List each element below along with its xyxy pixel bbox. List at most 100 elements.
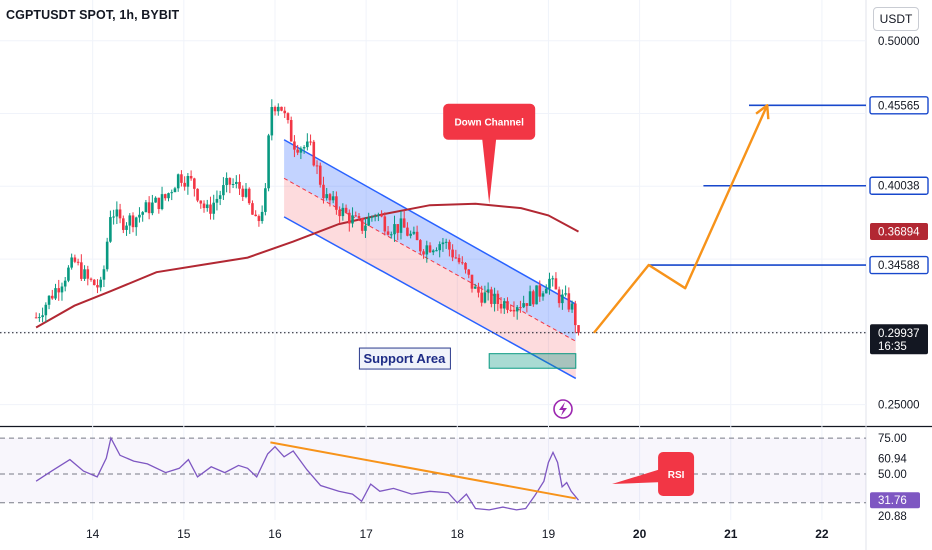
candle-body [431,250,435,253]
down-channel-box [443,103,536,140]
candle-body [118,209,122,219]
x-tick-label: 22 [815,527,829,541]
candle-body [151,202,154,214]
candle-body [502,301,506,309]
rsi-zone [0,438,866,503]
rsi-trendline [270,441,576,500]
candle-body [67,267,70,281]
candle-body [235,181,238,184]
down-channel [283,139,577,380]
support-area-callout: Support Area [358,347,451,370]
candle-body [196,188,199,201]
rsi-value-tag [870,492,920,509]
candle-body [561,294,564,304]
rsi-callout: RSI [612,452,695,496]
candle-body [544,288,548,294]
candle-body [202,203,206,209]
candle-body [515,307,519,312]
price-axis-label: 0.50000 [878,36,920,48]
candle-body [218,195,222,199]
candle-body [76,261,80,263]
candle-body [393,224,396,235]
candle-body [238,181,241,189]
candle-body [457,257,461,263]
rsi-value-label: 31.76 [878,495,907,507]
candle-body [425,245,429,255]
rsi-callout-pointer [612,468,665,484]
candle-body [205,204,209,209]
candle-body [383,216,387,232]
candle-body [331,196,335,201]
candle-body [193,178,196,189]
candle-body [57,288,61,293]
support-area-box [358,347,451,370]
candle-body [422,251,425,255]
price-tag [869,176,929,195]
candle-body [212,202,216,214]
candle-body [354,215,358,217]
candle-body [160,194,164,210]
candle-body [299,148,303,153]
candle-body [519,307,522,309]
candle-body [99,279,103,288]
candle-body [180,174,183,183]
candle-body [373,215,377,217]
candle-body [283,110,287,114]
candle-body [367,217,370,226]
currency-selector[interactable]: USDT [873,7,919,31]
channel-upper-line [283,139,577,305]
candle-body [551,278,555,280]
candle-body [364,225,367,231]
candle-body [470,274,474,289]
candle-body [567,293,571,310]
x-tick-label: 15 [177,527,191,541]
candle-body [574,303,577,326]
candle-body [322,184,325,199]
candle-body [377,214,380,216]
candle-body [402,218,406,228]
candle-body [461,262,464,264]
candle-body [444,241,448,243]
rsi-callout-box [658,452,695,496]
candle-body [163,194,167,199]
candle-body [144,202,148,213]
candle-body [34,317,38,319]
candle-body [532,291,535,305]
candle-body [480,292,483,303]
candle-body [435,250,438,252]
price-tag [870,324,928,355]
x-tick-label: 20 [633,527,647,541]
rsi-callout-label: RSI [668,470,685,481]
channel-upper-fill [284,139,576,342]
candle-body [570,303,574,310]
candle-body [260,211,264,222]
candle-body [50,295,54,299]
candle-body [147,202,151,214]
rsi-line [35,436,580,511]
candle-body [125,225,128,230]
candle-body [409,233,412,236]
candle-body [451,249,454,258]
candle-body [528,291,532,306]
candle-body [264,188,267,212]
price-tag-label: 0.29937 [878,328,920,340]
candle-body [289,120,293,142]
candle-body [157,197,161,210]
moving-average-line [35,202,579,329]
candle-body [341,207,345,217]
chart-title: CGPTUSDT SPOT, 1h, BYBIT [6,8,180,22]
candle-body [454,257,458,259]
candle-body [241,188,245,197]
candle-body [344,207,348,213]
candle-body [141,212,144,215]
candle-body [286,113,290,121]
candle-body [412,231,416,234]
candle-body [509,309,513,311]
rsi-axis-label: 60.94 [878,453,907,465]
lightning-icon[interactable] [553,399,573,419]
candle-body [477,286,480,293]
candle-body [173,188,177,193]
price-axis-label: 0.25000 [878,400,920,412]
